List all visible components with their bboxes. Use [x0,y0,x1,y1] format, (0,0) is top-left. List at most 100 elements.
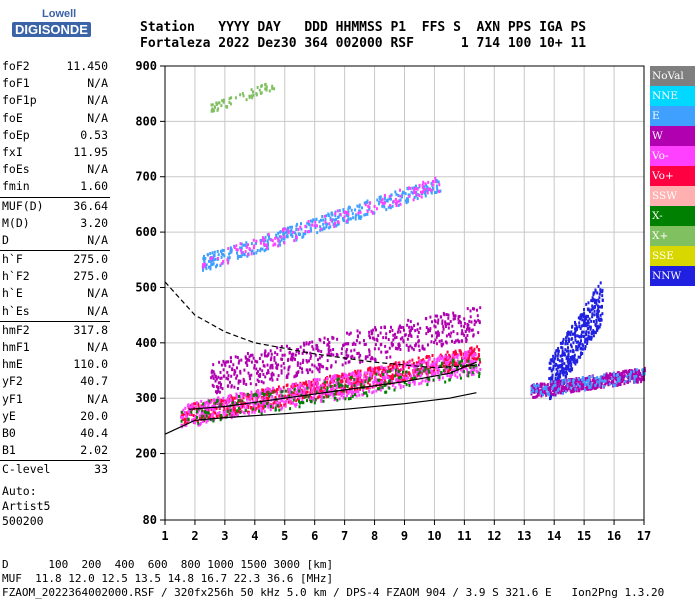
echo-point [582,385,585,389]
echo-point [268,402,271,406]
echo-point [560,359,563,363]
echo-point [382,202,385,206]
echo-point [569,367,572,371]
echo-point [462,363,465,367]
legend-item: NNW [650,266,695,286]
echo-point [425,317,428,321]
echo-point [222,100,225,104]
echo-point [257,392,260,396]
echo-point [607,383,610,386]
echo-point [419,190,422,194]
lowell-logo: Lowell DIGISONDE [6,8,96,44]
echo-point [312,347,315,351]
echo-point [635,368,638,372]
param-key: fxI [2,144,23,159]
echo-point [435,184,438,188]
echo-point [571,324,574,328]
echo-point [603,373,606,377]
param-row: foE N/A [0,110,113,127]
echo-point [442,358,445,362]
echo-point [594,298,597,302]
echo-point [283,366,286,370]
echo-point [392,338,395,342]
echo-point [403,333,406,337]
echo-point [420,363,423,367]
echo-point [476,314,479,318]
logo-line1: Lowell [42,8,77,20]
echo-point [545,385,548,389]
echo-point [325,214,328,218]
echo-point [180,419,183,423]
echo-point [394,332,396,336]
echo-point [213,253,216,257]
echo-point [247,371,250,375]
echo-point [588,325,591,329]
echo-point [424,182,427,186]
echo-point [345,389,348,393]
echo-point [267,369,270,373]
echo-point [447,369,450,373]
echo-point [246,397,248,401]
echo-point [434,371,437,375]
echo-point [377,379,380,383]
echo-point [217,388,220,392]
echo-point [240,254,243,258]
echo-point [433,368,436,372]
echo-point [189,405,192,409]
echo-point [272,402,275,406]
echo-point [330,379,333,383]
echo-point [441,376,444,380]
echo-point [460,332,463,336]
echo-point [354,343,357,346]
param-row: B0 40.4 [0,425,113,442]
echo-point [250,390,253,394]
echo-point [415,184,417,188]
echo-point [316,377,319,381]
echo-point [399,194,402,198]
echo-point [274,406,277,410]
echo-point [211,374,214,378]
echo-point [589,385,592,389]
echo-point [384,350,387,354]
echo-point [451,353,454,357]
echo-point [615,381,618,385]
echo-point [429,329,431,333]
echo-point [431,320,433,324]
echo-point [300,393,303,397]
x-tick-label: 4 [251,529,258,543]
echo-point [297,232,300,236]
echo-point [338,391,341,395]
echo-point [314,220,317,224]
echo-point [317,395,320,399]
echo-point [430,340,433,344]
echo-point [588,375,590,379]
echo-point [587,301,590,305]
echo-point [579,317,582,321]
echo-point [241,399,244,403]
x-tick-label: 17 [637,529,651,543]
echo-point [231,401,234,405]
echo-point [599,313,602,317]
echo-point [287,388,290,391]
echo-point [572,382,575,386]
echo-point [585,338,588,342]
echo-point [634,375,636,379]
echo-point [472,349,475,353]
echo-point [222,259,225,263]
echo-point [391,383,394,387]
echo-point [445,334,448,338]
echo-point [559,341,562,345]
echo-point [580,314,583,318]
echo-point [361,359,364,363]
echo-point [302,396,305,399]
echo-point [399,330,402,334]
echo-point [252,403,255,407]
echo-point [275,233,278,237]
echo-point [400,375,402,379]
param-value: N/A [87,93,108,108]
echo-point [561,379,564,382]
echo-point [470,369,473,373]
echo-point [336,378,339,382]
echo-point [436,357,439,361]
echo-point [313,398,316,402]
